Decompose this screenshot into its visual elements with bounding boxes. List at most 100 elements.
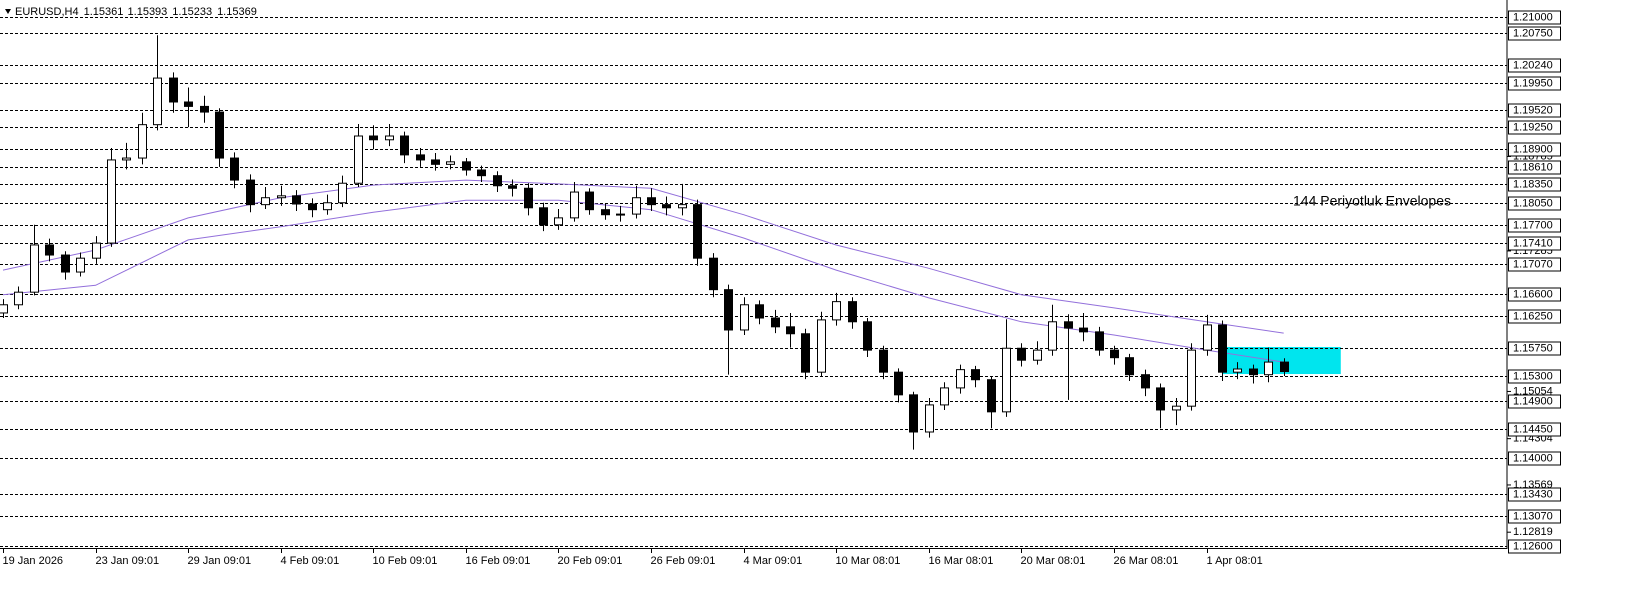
candle-body (0, 304, 8, 314)
ohlc-value: 1.15361 (84, 6, 124, 18)
level-label-box (1508, 287, 1561, 302)
y-tick-label: 1.12819 (1513, 526, 1553, 538)
candle-body (1141, 374, 1150, 389)
candle-body (693, 204, 702, 259)
candle-body (1017, 347, 1026, 361)
candle-body (61, 254, 70, 273)
ohlc-value: 1.15393 (128, 6, 168, 18)
level-label-box (1508, 369, 1561, 384)
level-label-box (1508, 10, 1561, 25)
x-tick-label: 10 Feb 09:01 (373, 555, 438, 567)
level-label: 1.17070 (1513, 258, 1553, 270)
candle-body (308, 203, 317, 211)
candle-body (956, 369, 965, 389)
level-label: 1.15750 (1513, 342, 1553, 354)
candle-body (1033, 349, 1042, 361)
candle-body (385, 135, 394, 141)
candle-body (369, 135, 378, 141)
candle-body (1280, 361, 1289, 373)
candle-body (909, 394, 918, 433)
level-label-box (1508, 160, 1561, 175)
candle-body (184, 101, 193, 107)
candle-body (122, 157, 131, 161)
menu-triangle[interactable] (5, 9, 11, 14)
candle-body (431, 159, 440, 165)
level-label-box (1508, 58, 1561, 73)
candle-body (1064, 321, 1073, 329)
candle-body (1264, 361, 1273, 376)
level-label: 1.17410 (1513, 237, 1553, 249)
symbol: EURUSD,H4 (15, 6, 79, 18)
level-label: 1.19950 (1513, 77, 1553, 89)
x-tick-label: 26 Mar 08:01 (1114, 555, 1179, 567)
candle-body (971, 369, 980, 381)
level-label-box (1508, 103, 1561, 118)
level-label: 1.17700 (1513, 219, 1553, 231)
candle-body (230, 157, 239, 181)
level-label: 1.21000 (1513, 11, 1553, 23)
candle-body (1002, 347, 1011, 413)
level-label-box (1508, 394, 1561, 409)
candle-body (1110, 349, 1119, 359)
level-label-box (1508, 341, 1561, 356)
x-tick-label: 29 Jan 09:01 (188, 555, 252, 567)
plot-area (0, 17, 1507, 547)
candle-body (261, 197, 270, 206)
level-label-box (1508, 422, 1561, 437)
candle-body (647, 197, 656, 206)
candle-body (585, 191, 594, 211)
x-tick-label: 4 Feb 09:01 (281, 555, 340, 567)
level-label: 1.13070 (1513, 510, 1553, 522)
candle-body (524, 187, 533, 209)
candle-body (879, 349, 888, 373)
level-label: 1.18350 (1513, 178, 1553, 190)
level-label-box (1508, 451, 1561, 466)
level-label: 1.16250 (1513, 310, 1553, 322)
candle-body (740, 304, 749, 331)
candle-body (45, 244, 54, 256)
candle-body (92, 242, 101, 259)
candle-body (446, 161, 455, 165)
level-label-box (1508, 142, 1561, 157)
level-label: 1.14900 (1513, 395, 1553, 407)
x-tick-label: 23 Jan 09:01 (96, 555, 160, 567)
candle-body (601, 209, 610, 216)
candle-body (354, 135, 363, 184)
candle-body (1249, 368, 1258, 376)
candle-body (863, 321, 872, 351)
candle-body (771, 317, 780, 328)
level-label: 1.12600 (1513, 540, 1553, 552)
candle-body (246, 179, 255, 206)
x-tick-label: 10 Mar 08:01 (836, 555, 901, 567)
ohlc-value: 1.15369 (217, 6, 257, 18)
candle-body (138, 124, 147, 159)
candle-body (724, 289, 733, 331)
candle-body (200, 105, 209, 113)
level-label-box (1508, 539, 1561, 554)
candle-body (1203, 324, 1212, 351)
x-tick-label: 4 Mar 09:01 (744, 555, 803, 567)
level-label-box (1508, 120, 1561, 135)
x-tick-label: 20 Feb 09:01 (558, 555, 623, 567)
candle-body (416, 154, 425, 161)
annotation: 144 Periyotluk Envelopes (1293, 193, 1451, 209)
chart-header: EURUSD,H4 1.15361 1.15393 1.15233 1.15369 (15, 6, 257, 18)
candle-body (632, 197, 641, 215)
candle-body (678, 204, 687, 209)
candle-body (570, 191, 579, 219)
x-tick-label: 20 Mar 08:01 (1021, 555, 1086, 567)
x-tick-label: 16 Feb 09:01 (466, 555, 531, 567)
level-label: 1.18050 (1513, 197, 1553, 209)
candle-body (493, 175, 502, 187)
level-label: 1.14000 (1513, 452, 1553, 464)
candle-body (338, 182, 347, 204)
candle-body (14, 291, 23, 306)
candle-body (292, 195, 301, 205)
candle-body (1048, 321, 1057, 351)
candle-body (1172, 405, 1181, 411)
candle-body (169, 77, 178, 103)
level-label: 1.13430 (1513, 488, 1553, 500)
candle-body (1187, 349, 1196, 407)
